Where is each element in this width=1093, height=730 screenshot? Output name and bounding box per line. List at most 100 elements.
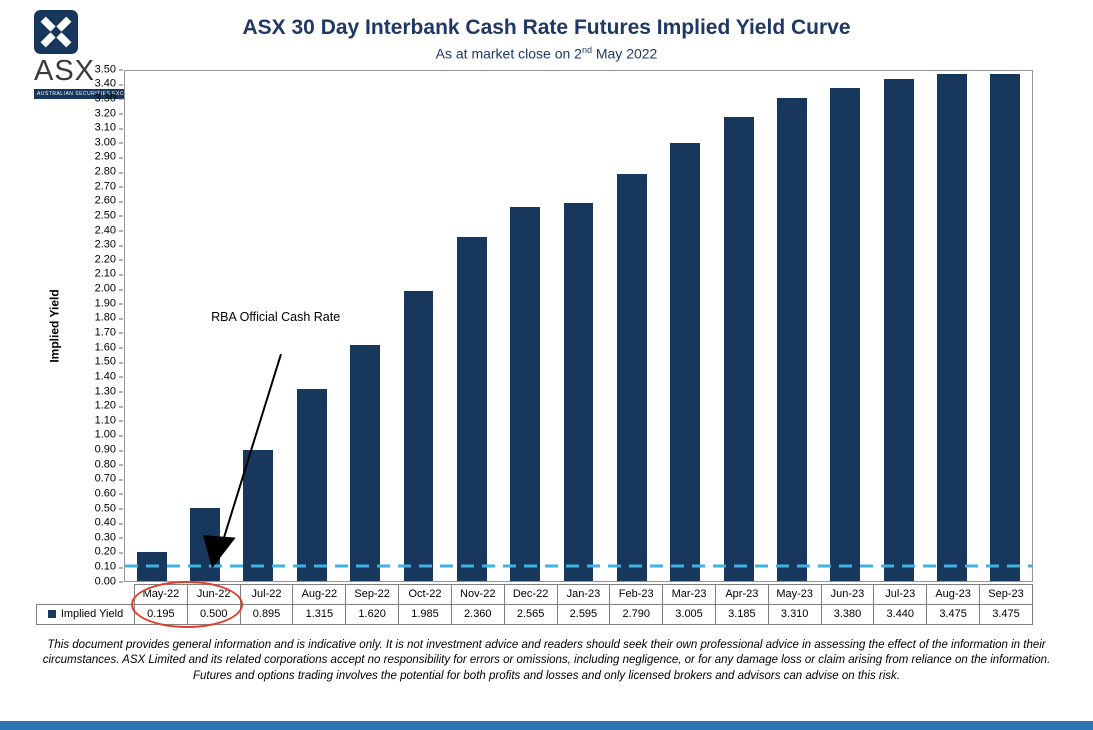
month-cell: Jun-22 [186,583,241,605]
chart-subtitle: As at market close on 2nd May 2022 [0,45,1093,62]
bar-column [499,71,552,581]
bar-column [979,71,1032,581]
value-cell: 3.440 [873,603,928,625]
bar-column [125,71,178,581]
y-tick-label: 0.40 [94,516,124,529]
bar [670,142,701,581]
bar-column [178,71,231,581]
bar-column [765,71,818,581]
month-cell: Jan-23 [556,583,611,605]
asx-logo: ASX AUSTRALIAN SECURITIES EXCHANGE [34,10,148,99]
value-cell: 3.380 [820,603,875,625]
bar-column [232,71,285,581]
value-row: Implied Yield 0.195 0.500 0.895 1.315 1.620 1… [36,603,1033,625]
bar-column [659,71,712,581]
legend-swatch-icon [47,610,56,619]
month-cell: Sep-23 [979,583,1033,605]
y-tick-label: 1.60 [94,341,124,354]
month-cell: May-23 [767,583,822,605]
y-tick-label: 1.80 [94,311,124,324]
bar [883,79,914,581]
y-axis-title: Implied Yield [48,288,63,363]
bar-column [605,71,658,581]
value-cell: 0.500 [186,603,241,625]
y-tick-label: 0.60 [94,487,124,500]
y-tick-label: 3.00 [94,136,124,149]
value-cell: 0.195 [134,603,188,625]
y-tick-label: 2.90 [94,150,124,163]
rba-cash-rate-line [125,564,1032,568]
subtitle-superscript: nd [581,45,592,55]
bar-column [445,71,498,581]
bar [990,74,1021,581]
value-cell: 1.315 [292,603,347,625]
value-cell: 3.475 [979,603,1033,625]
subtitle-text-suffix: May 2022 [591,45,658,62]
y-tick-label: 0.10 [94,560,124,573]
asx-logo-text: ASX [34,55,96,87]
value-cell: 2.790 [609,603,664,625]
value-cell: 1.985 [398,603,452,625]
y-tick-label: 1.90 [94,297,124,310]
y-tick-label: 1.00 [94,428,124,441]
y-tick-label: 2.00 [94,282,124,295]
bar [563,202,594,581]
y-tick-label: 0.30 [94,531,124,544]
bars [125,71,1032,581]
y-tick-label: 2.30 [94,238,124,251]
month-row: May-22 Jun-22 Jul-22 Aug-22 Sep-22 Oct-22 Nov-… [37,583,1033,605]
y-tick-label: 2.60 [94,194,124,207]
y-tick-label: 3.40 [94,77,124,90]
y-tick-label: 3.20 [94,107,124,120]
month-cell: Aug-23 [926,583,980,605]
month-cell: Oct-22 [398,583,452,605]
corner-cell [37,584,135,604]
asx-logo-caption: AUSTRALIAN SECURITIES EXCHANGE [34,89,148,99]
y-tick-label: 2.20 [94,253,124,266]
bar [510,206,541,581]
value-cell: 0.895 [239,603,294,625]
chart-title: ASX 30 Day Interbank Cash Rate Futures I… [242,16,851,39]
bar-column [285,71,338,581]
value-cell: 2.595 [556,603,611,625]
y-tick-label: 0.50 [94,502,124,515]
y-tick-label: 0.70 [94,472,124,485]
bar [830,88,861,581]
month-cell: Jul-23 [873,583,928,605]
subtitle-text: As at market close on 2 [435,45,582,62]
y-tick-label: 2.80 [94,165,124,178]
y-tick-label: 2.40 [94,224,124,237]
y-tick-label: 1.70 [94,326,124,339]
y-tick-label: 3.50 [94,63,124,76]
y-tick-label: 1.10 [94,414,124,427]
value-cell: 3.475 [926,603,980,625]
chart-area: Implied Yield 0.00 0.10 0.20 0.30 0.40 0.50 0.… [36,64,1033,587]
bar [350,344,381,581]
month-cell: Mar-23 [662,583,716,605]
bottom-accent-bar [0,721,1093,730]
bar-column [712,71,765,581]
bar-column [552,71,605,581]
month-cell: Jun-23 [820,583,875,605]
plot-area: RBA Official Cash Rate [124,69,1033,582]
month-cell: Sep-22 [345,583,400,605]
y-tick-label: 0.20 [94,545,124,558]
value-cell: 2.565 [503,603,558,625]
y-tick-label: 1.50 [94,355,124,368]
y-tick-label: 1.40 [94,370,124,383]
disclaimer-text: This document provides general informati… [42,638,1051,682]
y-tick-label: 2.70 [94,180,124,193]
y-tick-label: 1.30 [94,385,124,397]
month-cell: Feb-23 [609,583,664,605]
y-tick-label: 0.80 [94,458,124,471]
y-tick-label: 3.10 [94,121,124,134]
bar [616,174,647,581]
y-tick-label: 0.00 [94,575,124,588]
data-table-wrap: May-22 Jun-22 Jul-22 Aug-22 Sep-22 Oct-22 Nov-… [36,580,1033,628]
value-cell: 2.360 [450,603,505,625]
data-table: May-22 Jun-22 Jul-22 Aug-22 Sep-22 Oct-22 Nov-… [36,583,1033,625]
y-axis-ticks: 0.00 0.10 0.20 0.30 0.40 0.50 0.60 0.70 0.80 0.90… [74,64,124,587]
month-cell: May-22 [134,583,188,605]
bar-column [338,71,391,581]
bar [296,389,327,581]
